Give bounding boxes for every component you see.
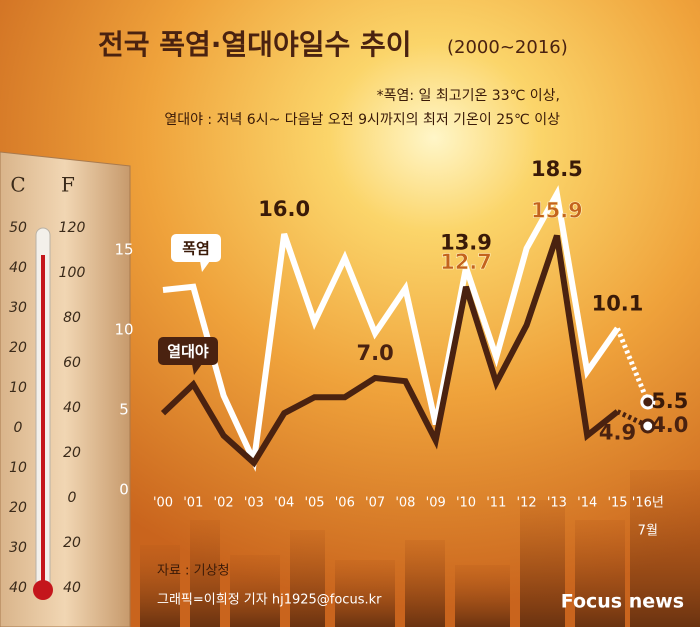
series-line: [162, 185, 620, 472]
legend-label: 열대야: [167, 343, 209, 361]
x-tick-label: '00: [153, 496, 173, 511]
thermo-f-label: 80: [63, 310, 81, 326]
x-tick-label: '05: [304, 496, 324, 511]
thermo-c-label: 20: [9, 500, 27, 516]
thermo-c-label: 20: [9, 340, 27, 356]
skyline: [140, 470, 700, 627]
value-label: 12.7: [440, 250, 492, 274]
legend-pointer: [192, 364, 202, 375]
x-note: 7월: [638, 524, 658, 539]
note: 열대야 : 저녁 6시~ 다음날 오전 9시까지의 최저 기온이 25℃ 이상: [164, 112, 560, 128]
x-tick-label: '04: [274, 496, 294, 511]
y-tick-label: 0: [119, 481, 129, 499]
thermo-f-label: 20: [63, 535, 81, 551]
x-tick-label: '16년: [632, 496, 664, 511]
x-tick-label: '11: [486, 496, 506, 511]
thermo-f-label: 120: [59, 220, 86, 236]
thermo-f-label: 0: [68, 490, 77, 506]
value-label: 18.5: [531, 157, 583, 181]
x-tick-label: '15: [607, 496, 627, 511]
x-tick-label: '10: [456, 496, 476, 511]
x-tick-label: '07: [365, 496, 385, 511]
thermo-f: F: [61, 173, 75, 197]
credit: 그래픽=이희정 기자 hj1925@focus.kr: [157, 593, 382, 608]
legend-box: [171, 234, 221, 262]
value-label: 4.9: [599, 421, 636, 445]
legend-box: [158, 337, 218, 365]
x-tick-label: '02: [214, 496, 234, 511]
thermo-c-label: 10: [9, 460, 27, 476]
x-tick-label: '01: [183, 496, 203, 511]
value-label: 10.1: [592, 291, 644, 315]
x-tick-label: '12: [517, 496, 537, 511]
thermo-c-label: 0: [14, 420, 23, 436]
thermo-c-label: 30: [9, 300, 27, 316]
thermo-f-label: 40: [63, 400, 81, 416]
chart-subtitle: (2000~2016): [447, 37, 568, 58]
value-label: 7.0: [356, 341, 393, 365]
thermo-c-label: 40: [9, 580, 27, 596]
y-tick-label: 10: [114, 321, 133, 339]
thermo-c-label: 40: [9, 260, 27, 276]
x-tick-label: '03: [244, 496, 264, 511]
y-tick-label: 15: [114, 241, 133, 259]
value-label: 5.5: [651, 389, 688, 413]
x-tick-label: '08: [395, 496, 415, 511]
y-tick-label: 5: [119, 401, 129, 419]
value-label: 13.9: [440, 231, 492, 255]
source: 자료 : 기상청: [157, 564, 229, 579]
chart-title: 전국 폭염·열대야일수 추이: [98, 28, 412, 61]
thermo-f-label: 100: [59, 265, 86, 281]
thermo-f-label: 20: [63, 445, 81, 461]
x-tick-label: '14: [577, 496, 597, 511]
logo: Focus news: [561, 591, 684, 613]
point: [640, 418, 656, 434]
point: [640, 394, 656, 410]
x-tick-label: '06: [335, 496, 355, 511]
thermo-c-label: 10: [9, 380, 27, 396]
thermo-c-label: 30: [9, 540, 27, 556]
thermo-f-label: 40: [63, 580, 81, 596]
x-tick-label: '13: [547, 496, 567, 511]
thermo-c-label: 50: [9, 220, 27, 236]
thermometer: [0, 151, 131, 627]
plot: 0 5 10 15 '00 '01 '02 '03 '04 '05 '06 '07 '08 '09 '10 '…: [114, 157, 688, 539]
value-label: 15.9: [531, 199, 583, 223]
thermo-f-label: 60: [63, 355, 81, 371]
x-tick-label: '09: [426, 496, 446, 511]
legend-pointer: [200, 261, 210, 272]
series-projection: [615, 327, 651, 403]
note: *폭염: 일 최고기온 33℃ 이상,: [377, 88, 560, 104]
value-label: 4.0: [651, 413, 688, 437]
legend-label: 폭염: [182, 240, 210, 258]
series-line: [160, 234, 620, 468]
value-label: 16.0: [258, 197, 310, 221]
thermo-c: C: [10, 173, 25, 197]
